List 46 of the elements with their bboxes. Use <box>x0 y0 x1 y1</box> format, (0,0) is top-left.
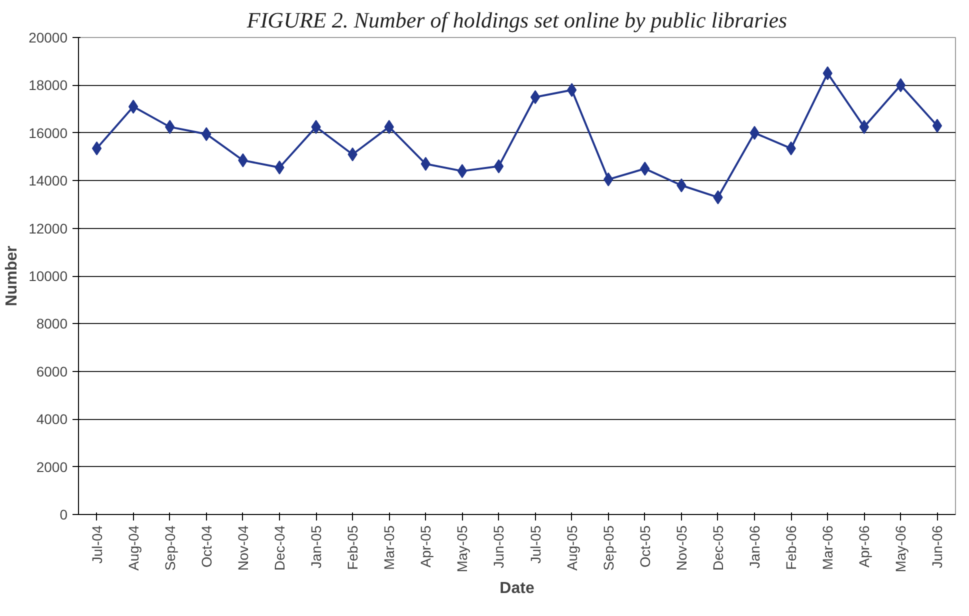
x-tick-label: Jul-05 <box>527 525 544 564</box>
x-axis-title: Date <box>500 580 534 598</box>
point <box>494 159 504 174</box>
x-tick-label: Oct-05 <box>636 525 653 568</box>
point <box>457 164 468 178</box>
point <box>566 82 577 97</box>
x-tick-label: Mar-05 <box>381 525 398 570</box>
point <box>530 90 540 104</box>
y-tick-label: 2000 <box>36 458 68 475</box>
x-tick-label: May-06 <box>892 525 909 572</box>
x-tick-label: Sep-05 <box>600 525 616 571</box>
y-tick-label: 18000 <box>28 77 68 94</box>
x-tick-label: Nov-05 <box>673 525 690 571</box>
x-tick-label: Aug-05 <box>564 525 580 571</box>
point <box>128 100 138 114</box>
x-tick-label: Apr-05 <box>418 525 434 568</box>
y-tick-label: 10000 <box>28 268 68 284</box>
x-tick-label: Jan-06 <box>746 525 763 568</box>
y-tick-label: 0 <box>60 506 68 522</box>
x-tick-label: Nov-04 <box>234 525 251 571</box>
x-tick-label: Feb-05 <box>344 525 361 570</box>
x-tick-label: Jan-05 <box>308 525 324 568</box>
y-tick-label: 4000 <box>36 411 68 428</box>
y-tick-label: 8000 <box>36 316 68 332</box>
x-tick-label: Dec-04 <box>271 525 288 571</box>
x-tick-label: May-05 <box>454 525 470 572</box>
x-tick-label: Jun-05 <box>490 525 507 568</box>
y-tick-label: 14000 <box>28 172 68 189</box>
x-tick-label: Feb-06 <box>783 525 800 570</box>
x-tick-label: Mar-06 <box>820 525 836 570</box>
x-tick-label: Aug-04 <box>125 525 142 571</box>
y-tick-label: 20000 <box>28 30 68 46</box>
chart-title: FIGURE 2. Number of holdings set online by public libraries <box>246 8 788 32</box>
y-tick-label: 16000 <box>28 124 68 141</box>
point <box>932 118 942 133</box>
y-tick-label: 6000 <box>36 363 68 380</box>
y-tick-label: 12000 <box>28 220 68 236</box>
x-tick-label: Jul-04 <box>88 525 105 564</box>
x-tick-label: Oct-04 <box>198 525 214 568</box>
point <box>896 78 906 92</box>
x-tick-label: Jun-06 <box>929 525 946 568</box>
x-tick-label: Dec-05 <box>710 525 726 571</box>
point <box>92 141 102 156</box>
x-tick-label: Sep-04 <box>162 525 178 571</box>
y-axis-title: Number <box>4 246 21 306</box>
x-tick-label: Apr-06 <box>856 525 872 568</box>
